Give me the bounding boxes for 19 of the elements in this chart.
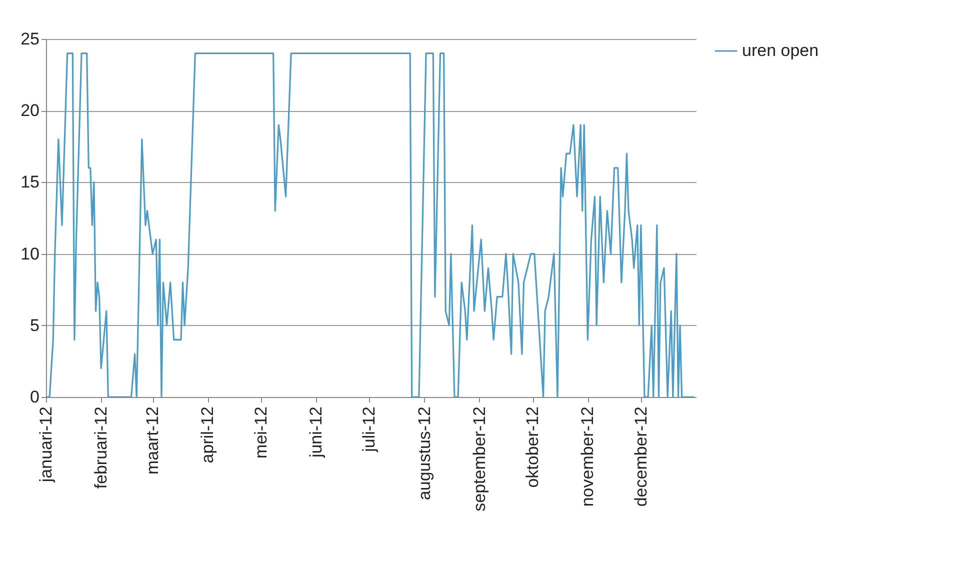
y-tick-label: 20 — [20, 101, 40, 120]
y-tick-label: 15 — [20, 172, 40, 192]
y-tick-label: 5 — [30, 316, 40, 335]
x-tick-label: oktober-12 — [523, 406, 542, 488]
x-tick-label: december-12 — [631, 406, 650, 507]
legend-label: uren open — [742, 41, 819, 60]
x-tick-label: augustus-12 — [414, 406, 434, 500]
x-tick-label: april-12 — [198, 406, 218, 464]
x-tick-label: mei-12 — [251, 406, 270, 458]
x-tick-label: februari-12 — [92, 406, 111, 489]
y-tick-label: 0 — [30, 388, 40, 406]
x-tick-label: maart-12 — [143, 406, 162, 475]
x-tick-label: september-12 — [470, 406, 489, 512]
x-tick-label: juli-12 — [360, 406, 379, 453]
y-tick-label: 25 — [20, 30, 40, 48]
x-tick-label: januari-12 — [36, 406, 56, 484]
y-tick-label: 10 — [20, 244, 40, 264]
x-tick-label: november-12 — [578, 406, 598, 507]
x-tick-label: juni-12 — [306, 406, 326, 459]
